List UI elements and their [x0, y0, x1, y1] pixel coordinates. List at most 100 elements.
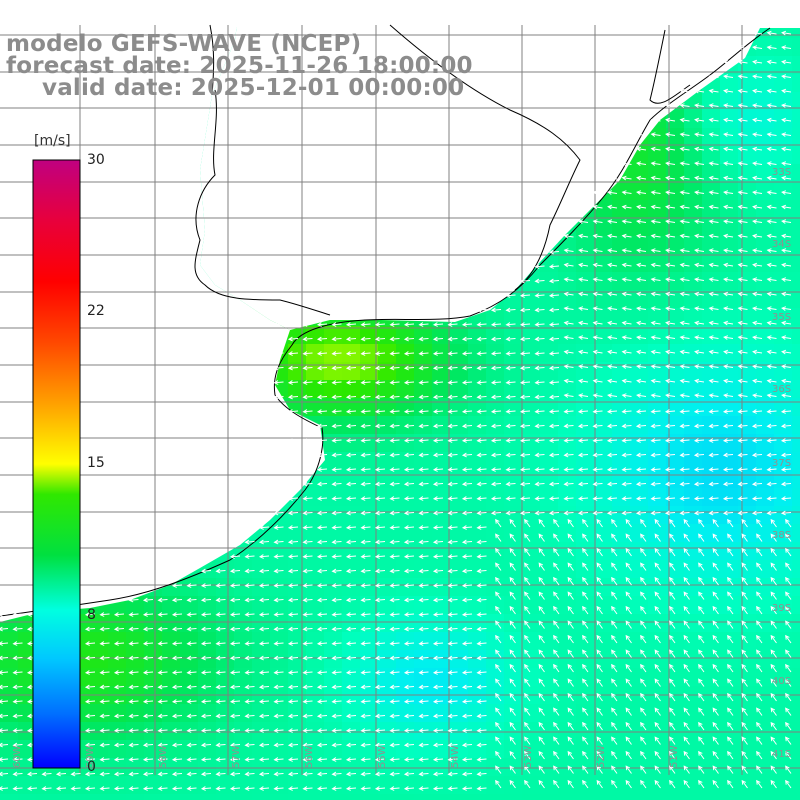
wind-arrow [665, 364, 676, 369]
wind-arrow [596, 721, 603, 731]
wind-speed-cell [576, 542, 595, 561]
wind-speed-cell [720, 344, 739, 363]
wind-speed-cell [720, 236, 739, 255]
wind-arrow [273, 670, 284, 675]
wind-arrow [200, 626, 212, 632]
wind-arrow [229, 713, 241, 719]
wind-speed-cell [648, 632, 667, 651]
wind-arrow [766, 349, 777, 355]
wind-arrow [41, 771, 52, 777]
wind-speed-cell [792, 614, 800, 633]
wind-arrow [781, 59, 792, 65]
wind-arrow [694, 349, 705, 355]
wind-speed-cell [792, 704, 800, 723]
wind-arrow [215, 626, 226, 632]
wind-speed-cell [576, 434, 595, 453]
wind-arrow [461, 742, 473, 748]
wind-arrow [157, 786, 168, 791]
wind-speed-cell [702, 668, 721, 687]
wind-arrow [360, 510, 371, 516]
wind-arrow [171, 771, 183, 777]
wind-arrow [316, 684, 328, 690]
wind-speed-cell [396, 704, 415, 723]
wind-arrow [741, 678, 748, 687]
wind-arrow [548, 351, 560, 356]
wind-arrow [495, 678, 502, 687]
wind-arrow [476, 641, 487, 646]
wind-arrow [534, 481, 545, 487]
wind-speed-cell [738, 578, 757, 597]
wind-arrow [476, 757, 487, 762]
wind-speed-cell [360, 794, 379, 800]
wind-arrow [679, 481, 690, 487]
wind-arrow [683, 721, 690, 731]
wind-arrow [447, 757, 458, 762]
wind-arrow [538, 562, 545, 571]
wind-arrow [781, 306, 792, 311]
wind-arrow [447, 438, 458, 443]
wind-arrow [229, 554, 241, 559]
wind-speed-cell [432, 668, 451, 687]
wind-speed-cell [630, 434, 649, 453]
wind-arrow [316, 713, 328, 719]
wind-speed-cell [684, 704, 703, 723]
wind-arrow [563, 438, 574, 443]
wind-arrow [273, 336, 284, 342]
wind-arrow [331, 452, 342, 458]
wind-arrow [611, 678, 618, 687]
wind-arrow [432, 699, 444, 704]
wind-speed-cell [252, 740, 271, 759]
wind-speed-cell [594, 308, 613, 327]
wind-arrow [432, 728, 444, 733]
wind-arrow [538, 547, 545, 557]
wind-speed-cell [792, 470, 800, 489]
wind-arrow [679, 409, 690, 414]
wind-arrow [751, 467, 763, 472]
wind-arrow [142, 597, 154, 603]
wind-speed-cell [270, 758, 289, 777]
wind-arrow [244, 728, 255, 733]
wind-arrow [727, 779, 734, 789]
wind-arrow [476, 728, 487, 733]
wind-arrow [302, 670, 313, 675]
wind-arrow [669, 576, 676, 586]
wind-arrow [737, 103, 748, 108]
wind-arrow [553, 765, 560, 774]
wind-arrow [244, 597, 255, 603]
wind-arrow [781, 132, 792, 137]
wind-arrow [389, 539, 400, 545]
wind-arrow [621, 248, 632, 253]
wind-arrow [780, 409, 792, 414]
wind-speed-cell [576, 398, 595, 417]
wind-speed-cell [522, 524, 541, 543]
wind-speed-cell [486, 326, 505, 345]
wind-arrow [625, 620, 632, 629]
wind-speed-cell [252, 704, 271, 723]
wind-arrow [461, 481, 473, 487]
wind-arrow [447, 409, 458, 414]
wind-arrow [727, 663, 734, 673]
wind-arrow [461, 322, 473, 327]
wind-speed-cell [450, 794, 469, 800]
wind-speed-cell [450, 416, 469, 435]
wind-arrow [737, 349, 748, 355]
wind-arrow [360, 525, 371, 530]
wind-speed-cell [144, 596, 163, 615]
wind-speed-cell [252, 776, 271, 795]
wind-speed-cell [540, 380, 559, 399]
wind-arrow [113, 728, 125, 733]
wind-arrow [737, 88, 748, 94]
wind-speed-cell [594, 254, 613, 273]
wind-arrow [418, 481, 429, 487]
wind-arrow [524, 518, 531, 528]
wind-arrow [766, 262, 777, 268]
wind-arrow [273, 423, 284, 429]
wind-speed-cell [504, 560, 523, 579]
wind-speed-cell [54, 776, 73, 795]
wind-arrow [636, 161, 647, 166]
wind-arrow [509, 707, 516, 716]
wind-speed-cell [144, 704, 163, 723]
wind-arrow [345, 438, 357, 443]
wind-speed-cell [468, 344, 487, 363]
wind-speed-cell [702, 740, 721, 759]
